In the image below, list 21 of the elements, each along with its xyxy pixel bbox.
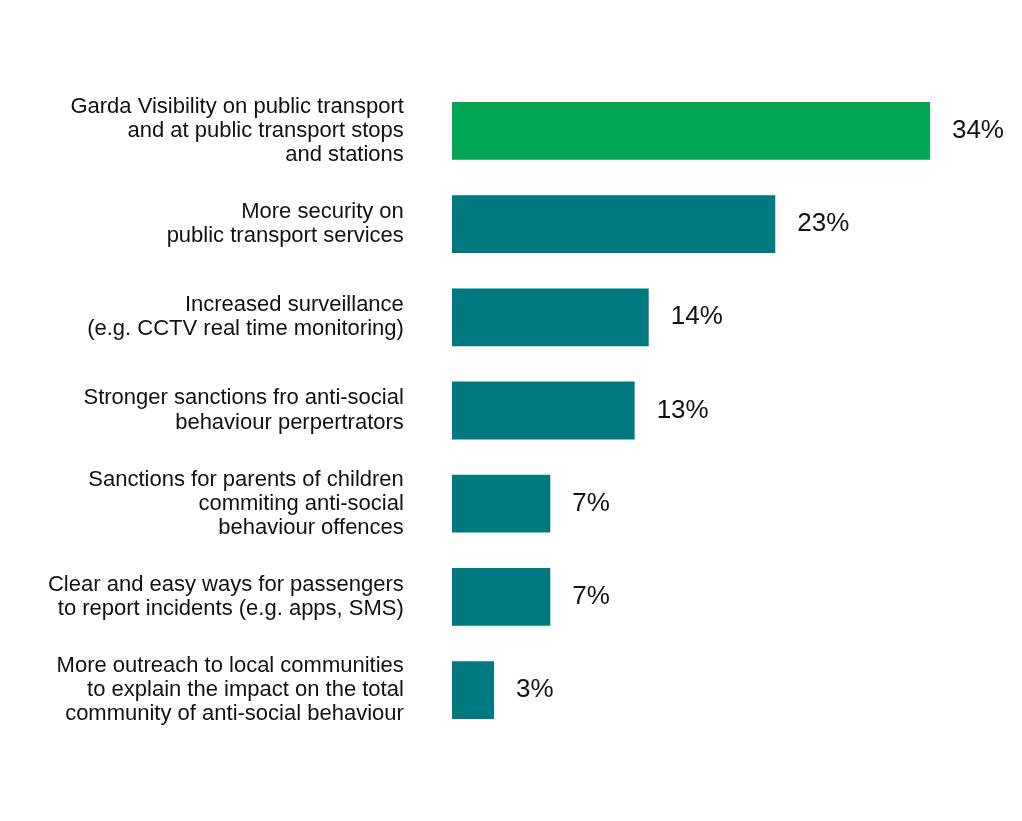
y-tick-label: Clear and easy ways for passengers to report incidents (e.g. apps, SMS) [47,570,404,621]
bar [451,474,551,533]
data-label: 14% [670,300,723,331]
bar [451,195,776,253]
bar [451,102,930,160]
data-label: 13% [656,393,709,424]
y-tick-label: More outreach to local communities to explain the impact on the total community of anti-social behaviour [56,651,404,726]
bar [451,288,649,347]
y-tick-label: Garda Visibility on public transport and at public transport stops and stations [70,92,404,167]
data-label: 34% [951,114,1004,145]
bar [451,381,635,440]
data-label: 23% [797,207,850,238]
data-label: 7% [572,486,610,517]
y-tick-label: Increased surveillance (e.g. CCTV real time monitoring) [87,291,404,341]
data-label: 3% [516,673,554,704]
y-tick-label: More security on public transport services [166,198,404,248]
y-tick-label: Sanctions for parents of children commiting anti-social behaviour offences [88,465,404,539]
y-tick-label: Stronger sanctions fro anti-social behaviour perpertrators [83,384,404,434]
bar [451,661,495,719]
data-label: 7% [572,580,610,611]
bar [451,568,551,626]
